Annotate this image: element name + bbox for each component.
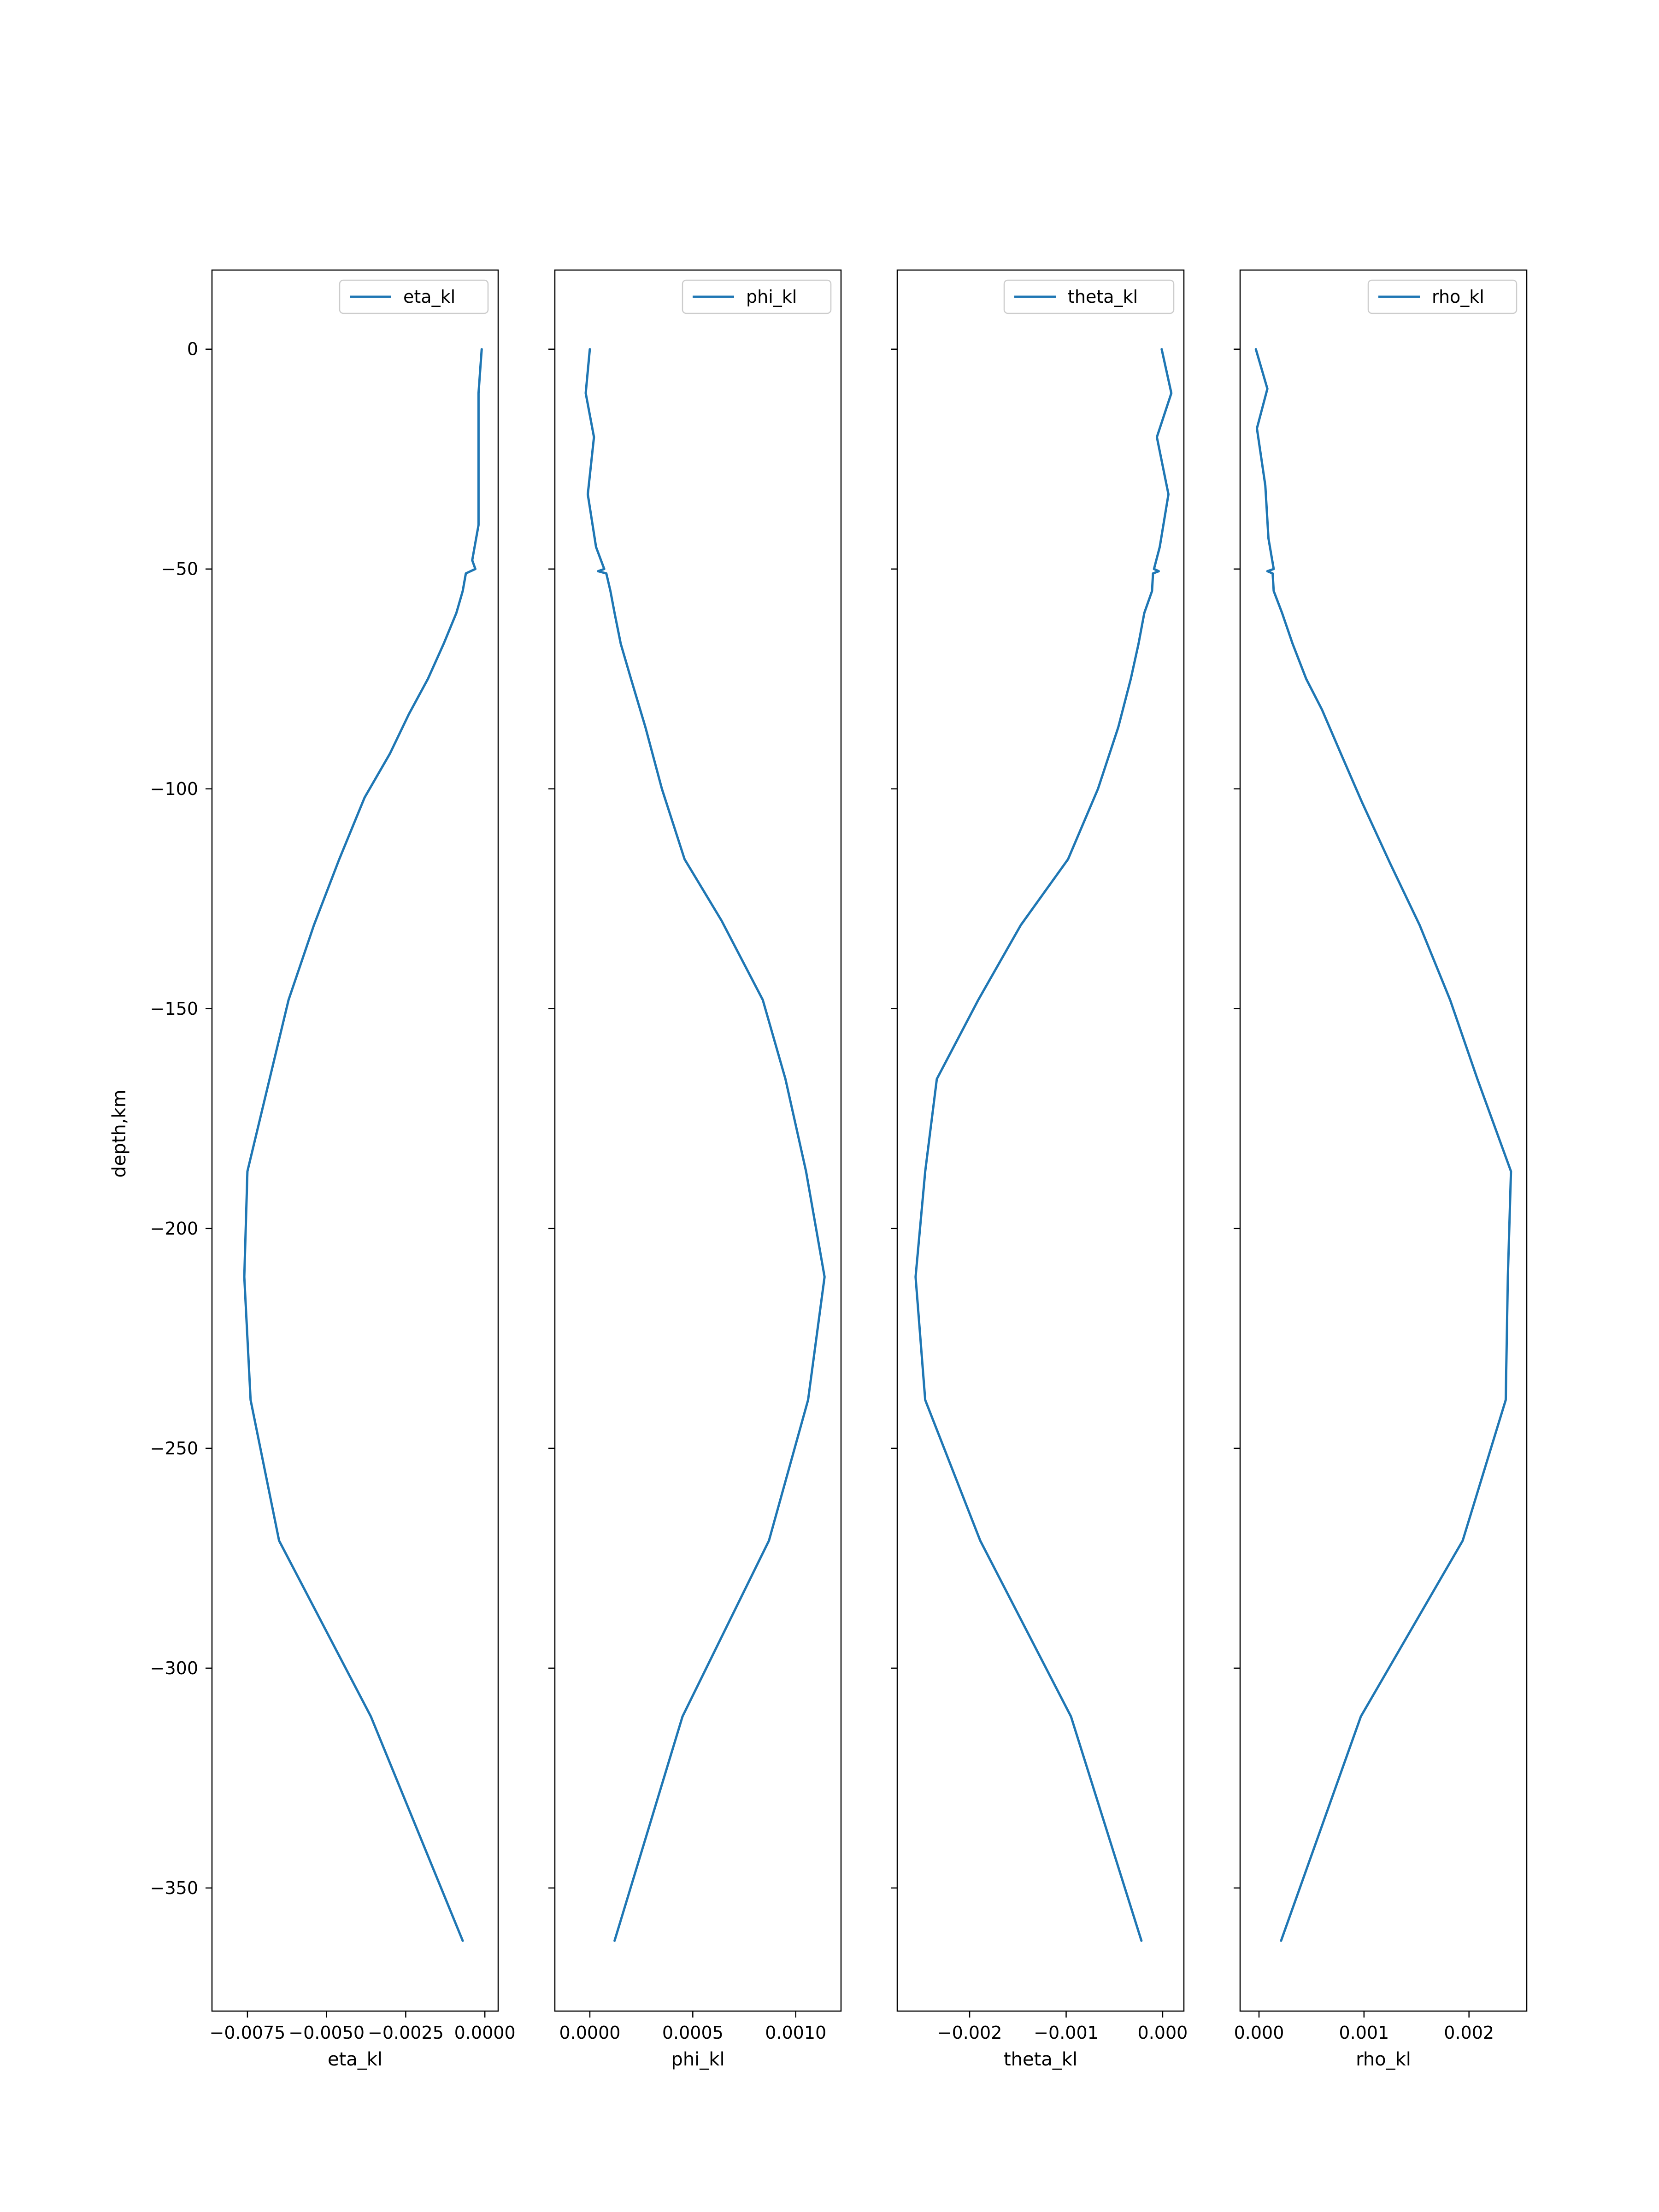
axes-frame <box>896 269 1185 2012</box>
y-tick-label: −300 <box>150 1658 198 1678</box>
y-tick-label: 0 <box>187 339 198 359</box>
series-line-phi_kl <box>584 348 826 1942</box>
x-tick-label: −0.0075 <box>210 2023 286 2043</box>
y-tick-label: −200 <box>150 1218 198 1239</box>
subplot-eta_kl: 0−50−100−150−200−250−300−350−0.0075 −0.00… <box>150 269 516 2070</box>
x-tick-label: −0.002 <box>937 2023 1002 2043</box>
legend-label: phi_kl <box>746 287 797 307</box>
series-line-eta_kl <box>243 348 483 1942</box>
legend: eta_kl <box>339 279 489 314</box>
x-tick-label: 0.000 <box>1138 2023 1188 2043</box>
x-tick-label: −0.0050 <box>288 2023 365 2043</box>
legend-label: theta_kl <box>1068 287 1138 307</box>
x-axis-label: rho_kl <box>1356 2049 1411 2070</box>
x-tick-label: 0.000 <box>1234 2023 1284 2043</box>
subplot-phi_kl: 0.0000 0.0005 0.0010 phi_kl phi_kl <box>548 269 842 2070</box>
x-tick-label: 0.001 <box>1339 2023 1389 2043</box>
axes-frame <box>1239 269 1528 2012</box>
x-tick-label: 0.0000 <box>454 2023 516 2043</box>
legend-label: rho_kl <box>1432 287 1484 307</box>
legend-label: eta_kl <box>403 287 455 307</box>
y-tick-label: −250 <box>150 1438 198 1459</box>
subplot-rho_kl: 0.000 0.001 0.002 rho_kl rho_kl <box>1234 269 1528 2070</box>
x-axis-label: phi_kl <box>671 2049 724 2070</box>
x-tick-label: 0.002 <box>1444 2023 1494 2043</box>
subplots: 0−50−100−150−200−250−300−350−0.0075 −0.00… <box>150 269 1528 2070</box>
legend: theta_kl <box>1003 279 1175 314</box>
subplot-theta_kl: −0.002 −0.001 0.000 theta_kl theta_kl <box>891 269 1188 2070</box>
legend: phi_kl <box>682 279 832 314</box>
legend-box <box>682 279 832 314</box>
x-tick-label: −0.001 <box>1034 2023 1099 2043</box>
axes-frame <box>554 269 842 2012</box>
y-tick-label: −100 <box>150 779 198 799</box>
x-tick-label: 0.0010 <box>765 2023 826 2043</box>
legend-box <box>1367 279 1518 314</box>
x-tick-label: −0.0025 <box>368 2023 444 2043</box>
y-tick-label: −350 <box>150 1878 198 1898</box>
legend-box <box>1003 279 1175 314</box>
y-axis-label: depth,km <box>109 1089 130 1177</box>
x-tick-label: 0.0000 <box>559 2023 620 2043</box>
x-axis-label: eta_kl <box>328 2049 382 2070</box>
x-tick-label: 0.0005 <box>662 2023 724 2043</box>
series-line-rho_kl <box>1254 348 1512 1942</box>
x-axis-label: theta_kl <box>1004 2049 1077 2070</box>
series-line-theta_kl <box>914 348 1173 1942</box>
legend: rho_kl <box>1367 279 1518 314</box>
axes-frame <box>211 269 499 2012</box>
y-tick-label: −150 <box>150 999 198 1019</box>
legend-box <box>339 279 489 314</box>
y-tick-label: −50 <box>161 559 198 579</box>
